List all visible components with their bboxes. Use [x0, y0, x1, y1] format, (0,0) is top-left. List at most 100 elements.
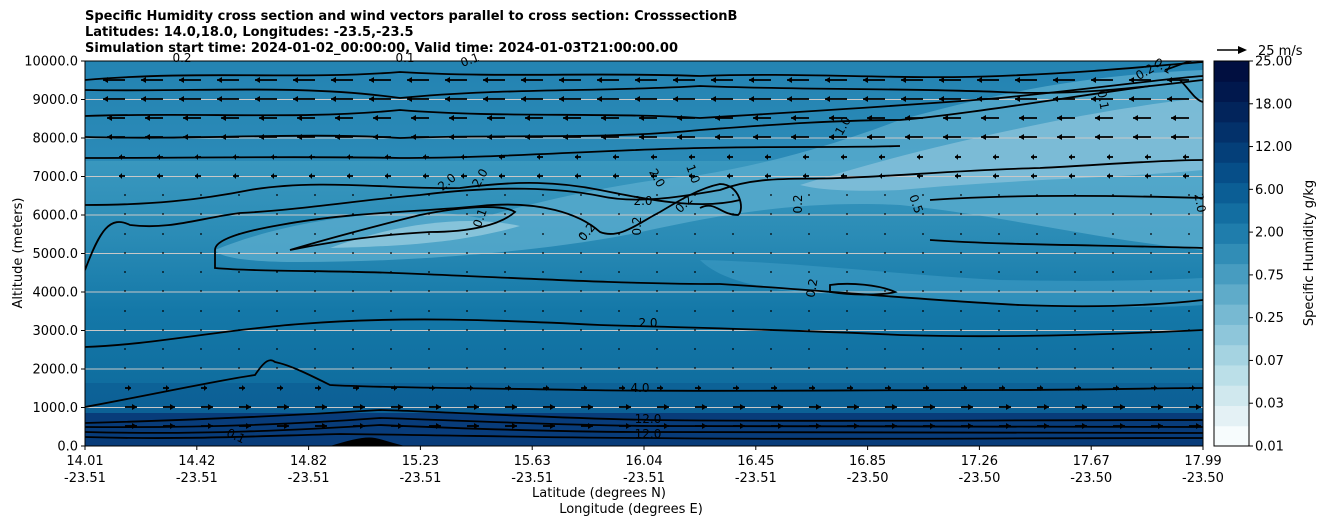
wind-vector-head	[601, 115, 606, 121]
wind-vector-head	[170, 404, 175, 410]
wind-vector	[1150, 348, 1152, 350]
wind-vector-head	[1167, 96, 1172, 102]
wind-vector	[732, 252, 734, 254]
wind-vector	[504, 252, 506, 254]
wind-vector	[162, 329, 164, 331]
colorbar-swatch	[1214, 121, 1249, 143]
contour-label: 0.2	[172, 51, 191, 65]
wind-vector	[1150, 271, 1152, 273]
wind-vector	[1074, 233, 1076, 235]
wind-vector	[1112, 310, 1114, 312]
wind-vector-head	[385, 154, 388, 160]
wind-vector-head	[1015, 96, 1020, 102]
wind-vector	[656, 233, 658, 235]
wind-vector	[276, 329, 278, 331]
y-tick-label: 9000.0	[33, 93, 79, 108]
wind-vector-head	[651, 154, 654, 160]
wind-vector	[1150, 290, 1152, 292]
wind-vector	[314, 194, 316, 196]
wind-vector-head	[423, 154, 426, 160]
wind-vector-head	[499, 173, 502, 179]
wind-vector	[466, 271, 468, 273]
wind-vector	[884, 329, 886, 331]
wind-vector-head	[1082, 423, 1087, 429]
wind-vector	[770, 233, 772, 235]
wind-vector	[466, 348, 468, 350]
wind-vector	[770, 194, 772, 196]
wind-vector	[162, 271, 164, 273]
wind-vector	[124, 367, 126, 369]
wind-vector-head	[246, 423, 251, 429]
wind-vector-head	[841, 173, 844, 179]
wind-vector-head	[360, 404, 365, 410]
wind-vector-head	[867, 115, 872, 121]
wind-vector-head	[791, 134, 796, 140]
wind-vector	[352, 233, 354, 235]
wind-vector-head	[145, 134, 150, 140]
contour-label: 0.1	[395, 51, 414, 65]
colorbar-swatch	[1214, 202, 1249, 224]
x-tick-label-latitude: 16.45	[737, 454, 774, 469]
wind-vector	[732, 329, 734, 331]
wind-vector-head	[411, 134, 416, 140]
wind-vector-head	[863, 96, 868, 102]
wind-vector	[884, 310, 886, 312]
wind-vector-head	[1145, 154, 1148, 160]
wind-vector	[1036, 310, 1038, 312]
wind-vector-head	[841, 154, 844, 160]
wind-vector-head	[664, 423, 669, 429]
wind-vector-head	[423, 173, 426, 179]
wind-vector	[428, 329, 430, 331]
wind-vector-head	[407, 77, 412, 83]
wind-vector-head	[689, 154, 692, 160]
wind-vector	[694, 271, 696, 273]
wind-vector	[960, 367, 962, 369]
wind-vector-head	[385, 173, 388, 179]
contour-line	[85, 424, 1203, 435]
wind-vector	[960, 310, 962, 312]
colorbar-swatch	[1214, 81, 1249, 103]
wind-vector	[808, 290, 810, 292]
wind-vector	[922, 310, 924, 312]
wind-vector-head	[369, 77, 374, 83]
wind-vector	[276, 233, 278, 235]
wind-vector	[466, 310, 468, 312]
wind-vector-head	[939, 96, 944, 102]
wind-vector	[276, 367, 278, 369]
wind-vector-head	[1019, 134, 1024, 140]
wind-vector	[162, 348, 164, 350]
wind-vector-head	[639, 115, 644, 121]
wind-vector-head	[259, 115, 264, 121]
x-tick-label-longitude: -23.51	[511, 471, 553, 486]
colorbar-swatch	[1214, 283, 1249, 305]
wind-vector	[1074, 329, 1076, 331]
wind-vector-head	[955, 173, 958, 179]
colorbar-tick-label: 0.25	[1255, 311, 1284, 326]
wind-vector-head	[373, 115, 378, 121]
wind-vector	[960, 271, 962, 273]
wind-vector	[846, 290, 848, 292]
wind-vector	[1188, 310, 1190, 312]
wind-vector	[1188, 213, 1190, 215]
wind-vector	[694, 233, 696, 235]
wind-vector	[770, 271, 772, 273]
wind-vector	[998, 233, 1000, 235]
wind-vector-head	[373, 134, 378, 140]
wind-vector	[504, 213, 506, 215]
wind-vector-head	[508, 385, 511, 391]
wind-vector-head	[559, 96, 564, 102]
wind-vector-head	[575, 154, 578, 160]
wind-vector	[428, 271, 430, 273]
wind-vector	[124, 233, 126, 235]
wind-vector	[884, 367, 886, 369]
wind-vector	[732, 271, 734, 273]
wind-vector-head	[968, 404, 973, 410]
wind-vector-head	[461, 154, 464, 160]
wind-vector	[352, 213, 354, 215]
wind-vector-head	[993, 173, 996, 179]
wind-vector-head	[233, 154, 236, 160]
wind-vector	[1074, 310, 1076, 312]
contour-line	[85, 61, 1203, 81]
wind-vector-head	[829, 115, 834, 121]
